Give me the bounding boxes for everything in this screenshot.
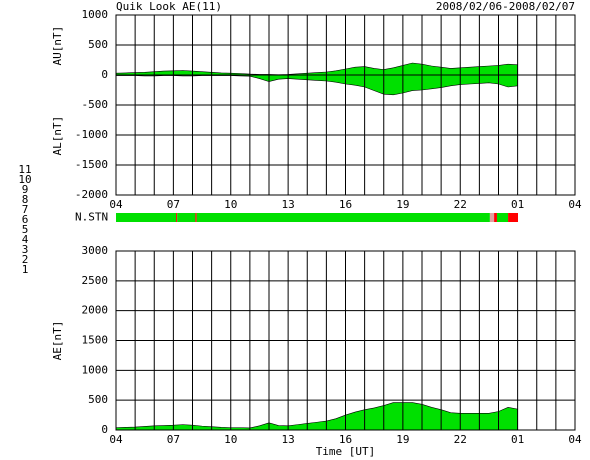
- station-segment: [494, 213, 497, 222]
- x-tick-label: 19: [396, 198, 409, 211]
- legend-entry: 8: [22, 193, 29, 206]
- legend-entry: 9: [22, 183, 29, 196]
- x-tick-label: 04: [568, 433, 582, 446]
- legend-entry: 7: [22, 203, 29, 216]
- plot-frame: [115, 250, 576, 431]
- x-tick-label: 01: [511, 433, 524, 446]
- legend-entry: 5: [22, 223, 29, 236]
- legend-entry: 1: [22, 263, 29, 276]
- y-tick-label: 0: [101, 68, 108, 81]
- x-tick-label: 04: [109, 198, 123, 211]
- x-axis-label: Time [UT]: [316, 445, 376, 458]
- x-tick-label: 04: [109, 433, 123, 446]
- legend-entry: 11: [18, 163, 31, 176]
- station-segment: [489, 213, 495, 222]
- x-tick-label: 04: [568, 198, 582, 211]
- y-axis-label: AU[nT]: [51, 26, 64, 66]
- y-tick-label: 0: [101, 423, 108, 436]
- legend-entry: 4: [22, 233, 29, 246]
- bar-label: N.STN: [75, 211, 108, 224]
- y-tick-label: 500: [88, 38, 108, 51]
- x-tick-label: 13: [282, 198, 295, 211]
- station-segment: [116, 213, 177, 222]
- x-tick-label: 13: [282, 433, 295, 446]
- plot-frame: [115, 14, 576, 196]
- station-segment: [496, 213, 509, 222]
- x-tick-label: 10: [224, 198, 237, 211]
- y-axis-label: AL[nT]: [51, 116, 64, 156]
- legend-entry: 3: [22, 243, 29, 256]
- x-tick-label: 10: [224, 433, 237, 446]
- station-segment: [176, 213, 178, 222]
- x-tick-label: 22: [454, 433, 467, 446]
- x-tick-label: 01: [511, 198, 524, 211]
- station-segment: [195, 213, 197, 222]
- station-segment: [196, 213, 490, 222]
- x-tick-label: 16: [339, 433, 352, 446]
- x-tick-label: 07: [167, 433, 180, 446]
- y-tick-label: -1000: [75, 128, 108, 141]
- y-tick-label: 1500: [82, 334, 109, 347]
- station-segment: [508, 213, 519, 222]
- x-tick-label: 19: [396, 433, 409, 446]
- legend-entry: 6: [22, 213, 29, 226]
- y-tick-label: 1000: [82, 363, 109, 376]
- y-tick-label: -500: [82, 98, 109, 111]
- y-tick-label: -1500: [75, 158, 108, 171]
- legend-entry: 10: [18, 173, 31, 186]
- y-tick-label: -2000: [75, 188, 108, 201]
- area: [115, 62, 518, 76]
- y-tick-label: 500: [88, 393, 108, 406]
- y-axis-label: AE[nT]: [51, 321, 64, 361]
- y-tick-label: 2000: [82, 304, 109, 317]
- station-segment: [177, 213, 196, 222]
- x-tick-label: 22: [454, 198, 467, 211]
- chart-title: Quik Look AE(11): [116, 0, 222, 13]
- area: [115, 402, 518, 431]
- x-tick-label: 07: [167, 198, 180, 211]
- area: [115, 74, 518, 96]
- x-tick-label: 16: [339, 198, 352, 211]
- y-tick-label: 3000: [82, 244, 109, 257]
- legend-entry: 2: [22, 253, 29, 266]
- date-range: 2008/02/06-2008/02/07: [436, 0, 575, 13]
- y-tick-label: 1000: [82, 8, 109, 21]
- y-tick-label: 2500: [82, 274, 109, 287]
